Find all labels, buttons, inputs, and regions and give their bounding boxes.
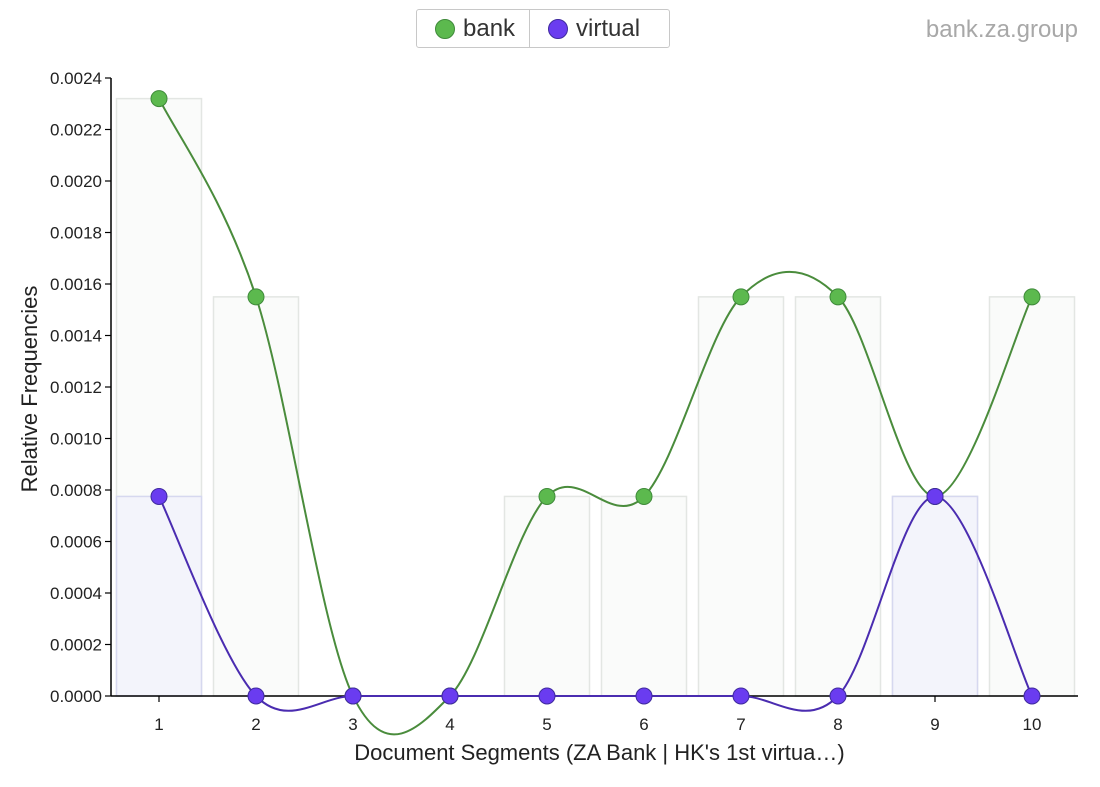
point-virtual-8 [829, 687, 847, 705]
bar-bank-10 [988, 296, 1076, 697]
bar-virtual-9 [891, 495, 979, 697]
legend-marker-bank [435, 18, 455, 39]
point-bank-5 [538, 487, 556, 505]
point-virtual-10 [1023, 687, 1041, 705]
legend-item-bank[interactable]: bank [417, 10, 529, 47]
y-tick-label: 0.0006 [50, 533, 102, 552]
point-bank-8 [829, 288, 847, 306]
point-bank-2 [247, 288, 265, 306]
bar-bank-5 [503, 495, 591, 697]
y-tick-label: 0.0022 [50, 121, 102, 140]
x-tick-label: 3 [348, 715, 357, 734]
y-tick-label: 0.0012 [50, 378, 102, 397]
y-tick-label: 0.0016 [50, 275, 102, 294]
point-virtual-1 [150, 487, 168, 505]
point-virtual-6 [635, 687, 653, 705]
x-tick-label: 8 [833, 715, 842, 734]
y-tick-label: 0.0010 [50, 430, 102, 449]
y-tick-label: 0.0008 [50, 481, 102, 500]
y-tick-label: 0.0014 [50, 327, 102, 346]
bar-bank-8 [794, 296, 882, 697]
legend-label-bank: bank [463, 14, 516, 42]
point-virtual-2 [247, 687, 265, 705]
series-line-bank [158, 98, 1033, 736]
point-bank-1 [150, 90, 168, 108]
legend-item-virtual[interactable]: virtual [529, 10, 654, 47]
x-tick-label: 9 [930, 715, 939, 734]
point-bank-7 [732, 288, 750, 306]
legend-marker-virtual [548, 18, 569, 39]
x-tick-label: 4 [445, 715, 454, 734]
x-tick-label: 5 [542, 715, 551, 734]
legend: bank virtual [416, 9, 670, 48]
legend-label-virtual: virtual [576, 14, 641, 42]
point-bank-10 [1023, 288, 1041, 306]
x-tick-label: 10 [1023, 715, 1042, 734]
x-tick-label: 2 [251, 715, 260, 734]
series-line-virtual [158, 495, 1033, 712]
y-tick-label: 0.0018 [50, 224, 102, 243]
y-tick-label: 0.0004 [50, 584, 102, 603]
x-tick-label: 1 [154, 715, 163, 734]
bar-bank-6 [600, 495, 688, 697]
y-tick-label: 0.0020 [50, 172, 102, 191]
source-label: bank.za.group [925, 16, 1078, 43]
x-tick-label: 6 [639, 715, 648, 734]
y-tick-label: 0.0002 [50, 636, 102, 655]
point-virtual-3 [344, 687, 362, 705]
bar-bank-2 [212, 296, 300, 697]
x-tick-label: 7 [736, 715, 745, 734]
bar-bank-7 [697, 296, 785, 697]
y-tick-label: 0.0024 [50, 69, 102, 88]
point-virtual-9 [926, 487, 944, 505]
bar-virtual-1 [115, 495, 203, 697]
point-virtual-7 [732, 687, 750, 705]
point-virtual-5 [538, 687, 556, 705]
point-bank-6 [635, 487, 653, 505]
point-virtual-4 [441, 687, 459, 705]
x-axis-label: Document Segments (ZA Bank | HK's 1st vi… [354, 740, 844, 765]
y-tick-label: 0.0000 [50, 687, 102, 706]
y-axis-label: Relative Frequencies [17, 286, 42, 493]
